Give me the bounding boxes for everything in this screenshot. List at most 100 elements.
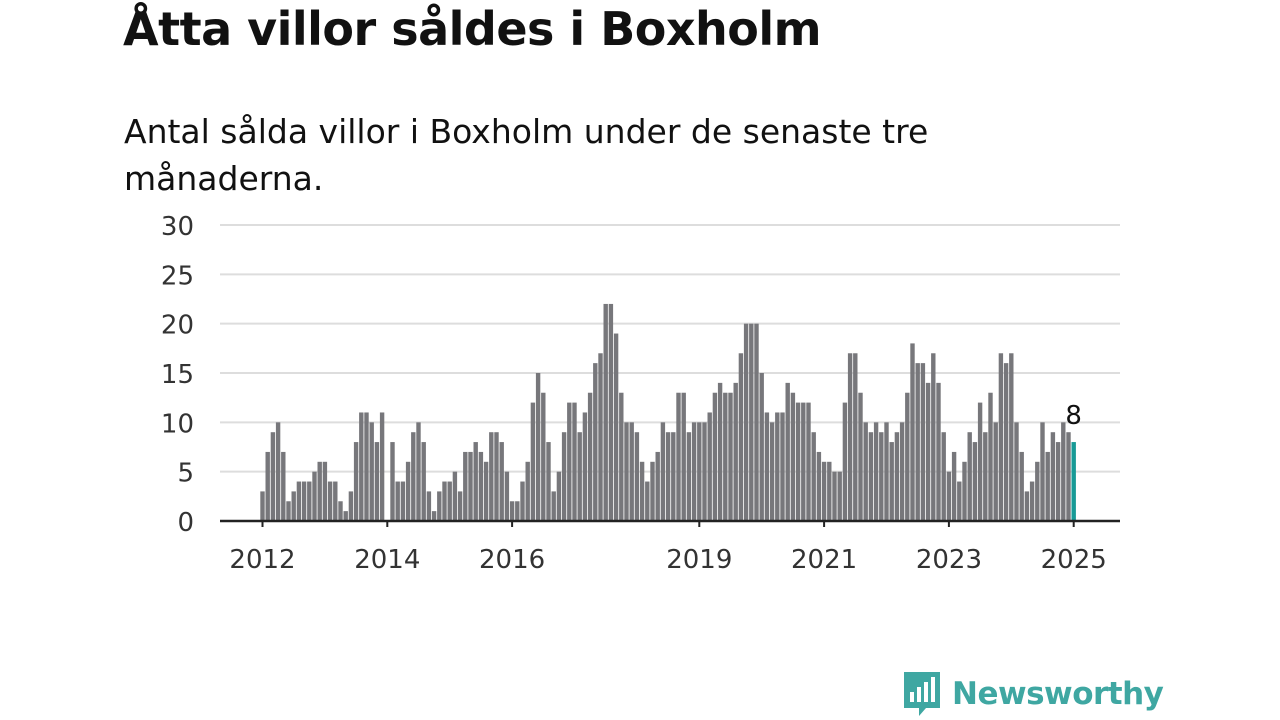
- bar: [931, 353, 936, 521]
- bar: [281, 451, 286, 521]
- bar: [733, 382, 738, 521]
- bar: [671, 432, 676, 521]
- x-tick-label: 2023: [916, 545, 982, 575]
- bar: [645, 481, 650, 521]
- bar: [993, 422, 998, 521]
- bar: [535, 373, 541, 521]
- bar: [1019, 451, 1024, 521]
- bar: [977, 402, 983, 521]
- bar: [811, 432, 816, 521]
- bar: [525, 461, 530, 521]
- bar: [764, 412, 770, 521]
- bar: [743, 323, 749, 521]
- bar: [899, 422, 905, 521]
- bar: [561, 432, 567, 521]
- bar: [504, 471, 510, 521]
- bar: [795, 402, 801, 521]
- bar: [603, 303, 608, 521]
- bar: [894, 432, 900, 521]
- x-tick-label: 2016: [479, 545, 545, 575]
- bar: [816, 451, 822, 521]
- bar: [998, 353, 1004, 521]
- bar: [275, 422, 281, 521]
- bar: [541, 392, 546, 521]
- bar: [374, 442, 380, 521]
- bar: [827, 461, 832, 521]
- bar: [847, 353, 853, 521]
- y-tick-label: 20: [161, 311, 194, 341]
- bar: [707, 412, 712, 521]
- bar: [312, 471, 317, 521]
- chart-title: Åtta villor såldes i Boxholm: [123, 2, 822, 56]
- bar: [681, 392, 686, 521]
- bar: [972, 442, 978, 521]
- bar: [769, 422, 775, 521]
- bar: [712, 392, 718, 521]
- bar: [270, 432, 276, 521]
- bar: [353, 442, 359, 521]
- bar: [301, 481, 307, 521]
- bar: [1009, 353, 1014, 521]
- bar: [587, 392, 593, 521]
- bar: [348, 491, 354, 521]
- bar: [327, 481, 333, 521]
- bar: [431, 511, 437, 521]
- bar: [697, 422, 702, 521]
- bar: [702, 422, 707, 521]
- bar: [806, 402, 811, 521]
- bar: [379, 412, 385, 521]
- bar: [868, 432, 874, 521]
- bar: [842, 402, 848, 521]
- bar: [551, 491, 556, 521]
- bar: [920, 363, 926, 521]
- bar: [322, 461, 328, 521]
- bar: [759, 373, 764, 521]
- bar: [946, 471, 952, 521]
- bar: [925, 382, 931, 521]
- bar: [390, 442, 395, 521]
- bar: [863, 422, 868, 521]
- bar: [629, 422, 634, 521]
- bar: [572, 402, 577, 521]
- bar: [426, 491, 432, 521]
- bar: [967, 432, 972, 521]
- bar: [411, 432, 416, 521]
- bar: [338, 501, 343, 521]
- bar: [494, 432, 499, 521]
- bar: [910, 343, 915, 521]
- x-tick-label: 2014: [354, 545, 420, 575]
- bar: [754, 323, 759, 521]
- bar: [421, 442, 426, 521]
- bar: [593, 363, 598, 521]
- bar: [567, 402, 572, 521]
- y-tick-label: 25: [161, 261, 194, 291]
- bar: [749, 323, 754, 521]
- x-tick-label: 2012: [229, 545, 295, 575]
- bar: [317, 461, 322, 521]
- bar: [1035, 461, 1040, 521]
- bar: [405, 461, 411, 521]
- bar: [1024, 491, 1030, 521]
- x-tick-label: 2019: [666, 545, 732, 575]
- bar: [639, 461, 645, 521]
- bar: [957, 481, 962, 521]
- bar: [691, 422, 697, 521]
- bar: [1029, 481, 1035, 521]
- bar: [951, 451, 957, 521]
- bar: [624, 422, 629, 521]
- bar: [509, 501, 515, 521]
- bar: [905, 392, 910, 521]
- bar: [889, 442, 894, 521]
- bar: [307, 481, 312, 521]
- bar: [483, 461, 489, 521]
- x-axis: 2012 2014 2016 2019 2021 2023 2025: [220, 519, 1120, 575]
- chart-subtitle: Antal sålda villor i Boxholm under de se…: [124, 112, 929, 198]
- bar: [442, 481, 447, 521]
- bar: [983, 432, 988, 521]
- brand-name: Newsworthy: [952, 676, 1164, 712]
- bar: [723, 392, 728, 521]
- x-tick-label: 2021: [791, 545, 857, 575]
- bar: [369, 422, 374, 521]
- bar: [853, 353, 858, 521]
- y-tick-label: 10: [161, 409, 194, 439]
